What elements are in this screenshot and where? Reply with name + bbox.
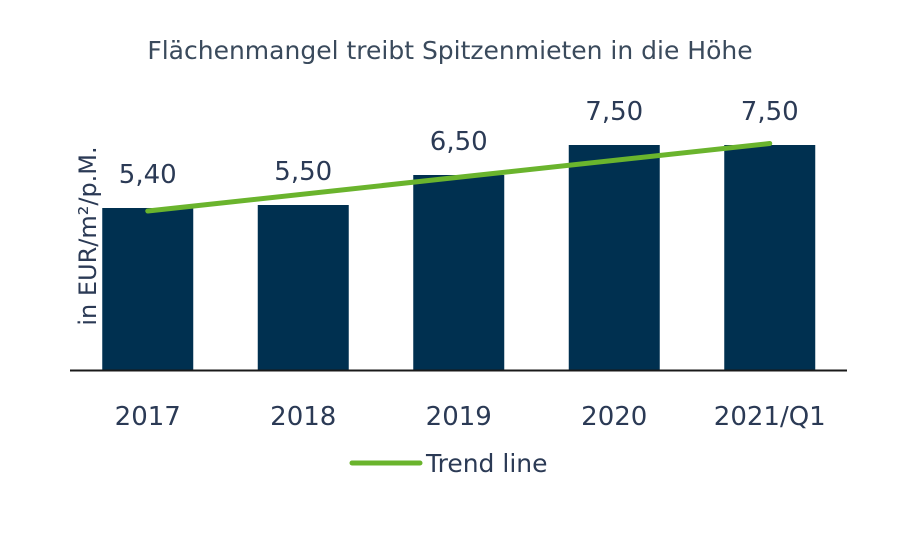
chart-title: Flächenmangel treibt Spitzenmieten in di… (147, 36, 752, 65)
y-axis-label: in EUR/m²/p.M. (74, 146, 102, 325)
category-label-2019: 2019 (426, 402, 492, 432)
value-label-2021/Q1: 7,50 (741, 97, 799, 127)
category-label-2018: 2018 (270, 402, 336, 432)
trend-line (145, 141, 773, 214)
legend-trend-label: Trend line (425, 449, 547, 478)
bar-2018 (257, 205, 349, 370)
bar-2019 (413, 175, 505, 370)
bar-2021/Q1 (724, 145, 816, 370)
bar-2020 (568, 145, 660, 370)
value-label-2019: 6,50 (430, 127, 488, 157)
bars-group (102, 145, 816, 370)
value-label-2018: 5,50 (274, 157, 332, 187)
legend: Trend line (349, 449, 547, 478)
category-labels-group: 2017 2018 2019 2020 2021/Q1 (115, 402, 826, 432)
value-label-2017: 5,40 (119, 160, 177, 190)
category-label-2020: 2020 (581, 402, 647, 432)
bar-2017 (102, 208, 194, 370)
category-label-2021/Q1: 2021/Q1 (714, 402, 826, 432)
value-labels-group: 5,40 5,50 6,50 7,50 7,50 (119, 97, 799, 190)
category-label-2017: 2017 (115, 402, 181, 432)
value-label-2020: 7,50 (585, 97, 643, 127)
